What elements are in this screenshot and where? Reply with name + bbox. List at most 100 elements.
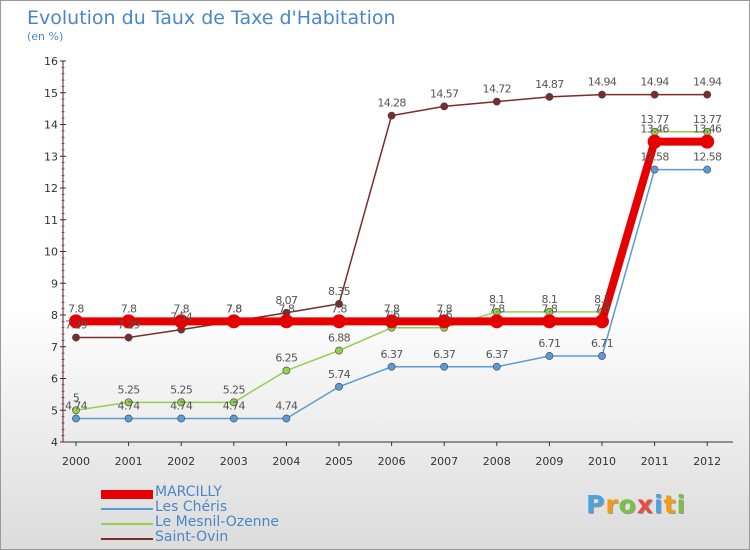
legend-swatch-les-cheris bbox=[101, 508, 153, 510]
y-tick-label: 7 bbox=[51, 341, 58, 354]
y-tick-label: 11 bbox=[44, 214, 58, 227]
data-label-le-mesnil-ozenne: 5.25 bbox=[170, 383, 193, 396]
data-point-saint-ovin bbox=[598, 90, 606, 99]
data-point-le-mesnil-ozenne bbox=[335, 346, 343, 355]
x-tick-label: 2009 bbox=[535, 455, 563, 468]
data-label-saint-ovin: 7.29 bbox=[65, 319, 88, 332]
y-tick-label: 16 bbox=[44, 55, 58, 68]
data-label-saint-ovin: 7.29 bbox=[118, 319, 141, 332]
data-point-les-cheris bbox=[72, 414, 80, 423]
data-label-les-cheris: 6.71 bbox=[591, 337, 613, 350]
x-tick-label: 2006 bbox=[378, 455, 406, 468]
data-label-saint-ovin: 14.57 bbox=[430, 87, 459, 100]
data-label-saint-ovin: 14.94 bbox=[588, 76, 617, 89]
x-tick-label: 2004 bbox=[272, 455, 300, 468]
data-point-les-cheris bbox=[282, 414, 291, 423]
data-label-le-mesnil-ozenne: 6.88 bbox=[328, 332, 351, 345]
chart-title: Evolution du Taux de Taxe d'Habitation bbox=[27, 7, 396, 29]
legend-label-marcilly: MARCILLY bbox=[155, 484, 222, 500]
legend-label-les-cheris: Les Chéris bbox=[155, 499, 228, 515]
data-label-marcilly: 7.8 bbox=[173, 302, 189, 315]
data-point-marcilly bbox=[489, 314, 504, 329]
data-point-saint-ovin bbox=[124, 333, 133, 342]
data-label-le-mesnil-ozenne: 5.25 bbox=[223, 383, 246, 396]
data-point-les-cheris bbox=[124, 414, 133, 423]
data-label-les-cheris: 12.58 bbox=[693, 151, 722, 164]
data-label-les-cheris: 4.74 bbox=[118, 400, 141, 413]
data-point-saint-ovin bbox=[703, 90, 712, 99]
data-label-le-mesnil-ozenne: 8.1 bbox=[594, 293, 610, 306]
data-point-marcilly bbox=[332, 314, 346, 329]
data-point-saint-ovin bbox=[335, 299, 343, 308]
data-label-marcilly: 13.46 bbox=[693, 123, 722, 136]
chart-unit: (en %) bbox=[27, 30, 64, 43]
data-point-marcilly bbox=[595, 314, 609, 329]
data-point-saint-ovin bbox=[650, 90, 659, 99]
x-tick-label: 2007 bbox=[430, 455, 458, 468]
data-point-les-cheris bbox=[440, 362, 449, 371]
y-tick-label: 15 bbox=[44, 87, 58, 100]
data-point-marcilly bbox=[121, 314, 136, 329]
proxiti-logo: Proxiti bbox=[586, 490, 687, 519]
y-tick-label: 8 bbox=[51, 309, 58, 322]
data-label-saint-ovin: 14.72 bbox=[483, 83, 512, 96]
data-label-les-cheris: 6.71 bbox=[538, 337, 560, 350]
data-label-marcilly: 7.8 bbox=[436, 302, 452, 315]
data-label-saint-ovin: 7.8 bbox=[226, 302, 242, 315]
y-tick-label: 13 bbox=[44, 150, 58, 163]
data-point-le-mesnil-ozenne bbox=[229, 398, 238, 407]
data-label-les-cheris: 12.58 bbox=[640, 151, 669, 164]
data-label-saint-ovin: 14.94 bbox=[640, 76, 669, 89]
data-point-marcilly bbox=[174, 314, 189, 329]
data-label-saint-ovin: 7.54 bbox=[170, 311, 193, 324]
data-point-le-mesnil-ozenne bbox=[282, 366, 291, 375]
data-label-les-cheris: 4.74 bbox=[223, 400, 246, 413]
legend-label-le-mesnil-ozenne: Le Mesnil-Ozenne bbox=[155, 514, 280, 530]
data-point-saint-ovin bbox=[387, 111, 396, 120]
series-line-saint-ovin bbox=[76, 93, 708, 339]
data-label-les-cheris: 6.37 bbox=[433, 348, 456, 361]
y-tick-label: 5 bbox=[51, 404, 58, 417]
data-label-les-cheris: 6.37 bbox=[486, 348, 509, 361]
data-point-les-cheris bbox=[492, 362, 501, 371]
data-point-les-cheris bbox=[545, 352, 554, 360]
data-label-le-mesnil-ozenne: 5.25 bbox=[118, 383, 141, 396]
data-label-le-mesnil-ozenne: 6.25 bbox=[275, 352, 298, 365]
data-point-les-cheris bbox=[335, 382, 343, 391]
data-point-marcilly bbox=[700, 134, 715, 149]
data-point-les-cheris bbox=[177, 414, 186, 423]
x-tick-label: 2000 bbox=[62, 455, 90, 468]
data-point-marcilly bbox=[542, 314, 557, 329]
data-label-les-cheris: 4.74 bbox=[65, 400, 88, 413]
data-label-marcilly: 7.8 bbox=[279, 302, 295, 315]
x-tick-label: 2003 bbox=[220, 455, 248, 468]
x-tick-label: 2010 bbox=[588, 455, 616, 468]
data-point-les-cheris bbox=[229, 414, 238, 423]
data-label-marcilly: 7.8 bbox=[542, 302, 558, 315]
data-label-marcilly: 13.46 bbox=[640, 123, 669, 136]
data-point-saint-ovin bbox=[440, 102, 449, 111]
data-label-le-mesnil-ozenne: 13.77 bbox=[693, 113, 722, 126]
x-tick-label: 2008 bbox=[483, 455, 511, 468]
data-point-les-cheris bbox=[703, 165, 712, 174]
data-label-saint-ovin: 14.87 bbox=[535, 78, 564, 91]
data-label-les-cheris: 5.74 bbox=[328, 368, 351, 381]
y-tick-label: 12 bbox=[44, 182, 58, 195]
data-label-marcilly: 7.8 bbox=[121, 302, 137, 315]
data-label-les-cheris: 6.37 bbox=[381, 348, 404, 361]
data-point-le-mesnil-ozenne bbox=[72, 406, 80, 415]
data-label-les-cheris: 4.74 bbox=[275, 400, 298, 413]
data-label-saint-ovin: 8.07 bbox=[275, 294, 298, 307]
data-point-marcilly bbox=[647, 134, 662, 149]
series-line-marcilly bbox=[76, 137, 708, 326]
data-point-saint-ovin bbox=[545, 92, 554, 101]
data-point-les-cheris bbox=[598, 352, 606, 360]
y-tick-label: 9 bbox=[51, 277, 58, 290]
y-tick-label: 4 bbox=[51, 436, 58, 449]
data-point-marcilly bbox=[279, 314, 294, 329]
legend-swatch-le-mesnil-ozenne bbox=[101, 523, 153, 525]
data-label-le-mesnil-ozenne: 8.1 bbox=[489, 293, 505, 306]
data-point-les-cheris bbox=[387, 362, 396, 371]
data-label-les-cheris: 4.74 bbox=[170, 400, 193, 413]
y-tick-label: 14 bbox=[44, 119, 58, 132]
